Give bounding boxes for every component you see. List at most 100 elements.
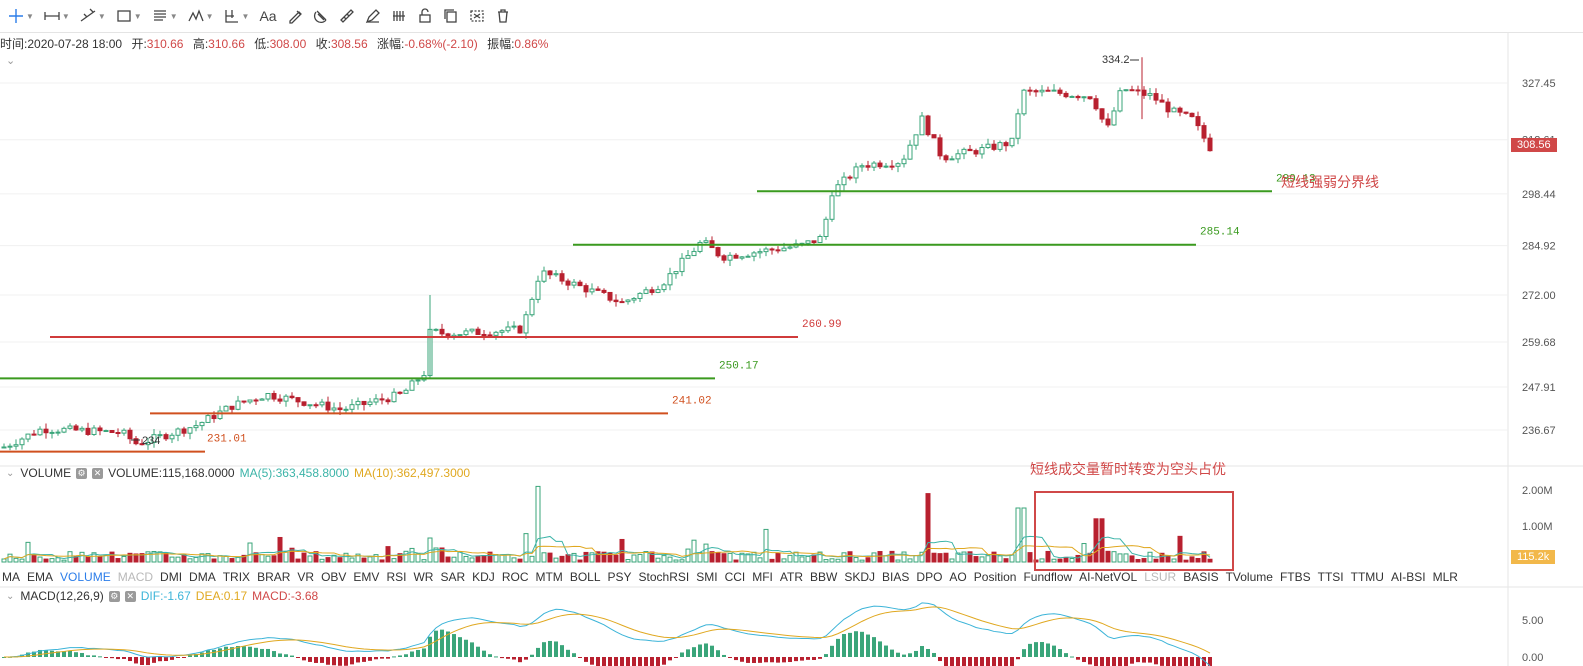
candle-body	[673, 271, 679, 275]
tab-macd[interactable]: MACD	[117, 570, 154, 584]
tab-dmi[interactable]: DMI	[160, 570, 183, 584]
magnet-tool[interactable]	[311, 4, 331, 28]
candle	[1123, 89, 1129, 92]
tab-smi[interactable]: SMI	[696, 570, 718, 584]
volume-bar	[31, 555, 37, 563]
candle-body	[1153, 93, 1159, 101]
tab-ema[interactable]: EMA	[27, 570, 54, 584]
crosshair-tool[interactable]: ▼	[6, 4, 36, 28]
candle-body	[925, 115, 931, 136]
tab-atr[interactable]: ATR	[779, 570, 804, 584]
tab-basis[interactable]: BASIS	[1183, 570, 1219, 584]
trend-line-tool[interactable]: ▼	[78, 4, 108, 28]
volume-bar	[535, 485, 541, 563]
collapse-chevron-icon[interactable]: ⌄	[6, 467, 15, 479]
wave-tool[interactable]: ▼	[186, 4, 216, 28]
tab-ai-bsi[interactable]: AI-BSI	[1390, 570, 1426, 584]
tab-ao[interactable]: AO	[949, 570, 967, 584]
tab-vr[interactable]: VR	[297, 570, 315, 584]
candle-body	[505, 326, 511, 332]
candle-body	[775, 249, 781, 252]
tab-ttmu[interactable]: TTMU	[1350, 570, 1384, 584]
tab-boll[interactable]: BOLL	[569, 570, 601, 584]
candle	[661, 282, 667, 293]
tab-mtm[interactable]: MTM	[535, 570, 563, 584]
tab-dma[interactable]: DMA	[189, 570, 216, 584]
fibonacci-tool[interactable]: ▼	[150, 4, 180, 28]
candle	[565, 278, 571, 291]
macd-histogram-bar	[812, 657, 816, 661]
settings-icon[interactable]: ⚙	[76, 467, 88, 479]
candle	[37, 426, 43, 436]
candle	[1033, 88, 1039, 97]
tab-stochrsi[interactable]: StochRSI	[638, 570, 690, 584]
tab-emv[interactable]: EMV	[353, 570, 380, 584]
trash-tool[interactable]	[493, 4, 513, 28]
brush-tool[interactable]	[285, 4, 305, 28]
close-icon[interactable]: ✕	[124, 590, 136, 602]
candle	[175, 427, 181, 442]
tab-bbw[interactable]: BBW	[810, 570, 838, 584]
tab-brar[interactable]: BRAR	[257, 570, 291, 584]
candle	[7, 443, 13, 451]
tab-volume[interactable]: VOLUME	[60, 570, 111, 584]
lock-tool[interactable]	[415, 4, 435, 28]
tab-roc[interactable]: ROC	[501, 570, 529, 584]
candle-body	[169, 434, 175, 440]
tab-sar[interactable]: SAR	[440, 570, 466, 584]
candle	[895, 162, 901, 173]
candle	[979, 143, 985, 159]
pencil-tool[interactable]	[363, 4, 383, 28]
candle	[763, 246, 769, 257]
tab-trix[interactable]: TRIX	[222, 570, 251, 584]
macd-histogram-bar	[284, 654, 288, 657]
tab-kdj[interactable]: KDJ	[472, 570, 495, 584]
copy-tool[interactable]	[441, 4, 461, 28]
tab-position[interactable]: Position	[973, 570, 1017, 584]
tab-mlr[interactable]: MLR	[1432, 570, 1458, 584]
tab-rsi[interactable]: RSI	[386, 570, 407, 584]
tab-mfi[interactable]: MFI	[752, 570, 773, 584]
candle	[43, 423, 49, 439]
tab-obv[interactable]: OBV	[321, 570, 347, 584]
ruler-tool[interactable]	[337, 4, 357, 28]
tab-ai-netvol[interactable]: AI-NetVOL	[1079, 570, 1138, 584]
text-tool[interactable]: Aa	[257, 4, 278, 28]
candle	[1009, 137, 1015, 148]
tab-bias[interactable]: BIAS	[882, 570, 910, 584]
tab-ma[interactable]: MA	[2, 570, 20, 584]
tab-wr[interactable]: WR	[413, 570, 434, 584]
ruler-icon	[339, 9, 354, 23]
tab-ttsi[interactable]: TTSI	[1317, 570, 1344, 584]
support-resistance-lines[interactable]: 299.13 285.14 260.99 250.17 241.02 231.01	[0, 173, 1316, 453]
hide-tool[interactable]	[467, 4, 487, 28]
volume-bar	[967, 551, 973, 563]
tab-dpo[interactable]: DPO	[916, 570, 943, 584]
volume-bar	[673, 559, 679, 563]
candle-body	[991, 143, 997, 150]
close-icon[interactable]: ✕	[92, 467, 104, 479]
settings-icon[interactable]: ⚙	[108, 590, 120, 602]
candle	[301, 401, 307, 407]
candle	[877, 160, 883, 170]
copy-icon	[443, 9, 457, 23]
horizontal-line-tool[interactable]: ▼	[42, 4, 72, 28]
collapse-chevron-icon[interactable]: ⌄	[6, 590, 15, 602]
tab-skdj[interactable]: SKDJ	[844, 570, 876, 584]
tab-fundflow[interactable]: Fundflow	[1023, 570, 1073, 584]
collapse-chevron-icon[interactable]: ⌄	[6, 55, 16, 67]
tab-tvolume[interactable]: TVolume	[1225, 570, 1273, 584]
volume-bar	[115, 558, 121, 563]
macd-histogram-bar	[572, 653, 576, 657]
rectangle-tool[interactable]: ▼	[114, 4, 144, 28]
tab-ftbs[interactable]: FTBS	[1279, 570, 1311, 584]
tab-cci[interactable]: CCI	[724, 570, 746, 584]
hash-tool[interactable]	[389, 4, 409, 28]
tab-lsur[interactable]: LSUR	[1144, 570, 1177, 584]
macd-histogram-bar	[914, 650, 918, 657]
tab-psy[interactable]: PSY	[607, 570, 632, 584]
measure-tool[interactable]: ▼	[222, 4, 252, 28]
candle-body	[379, 398, 385, 401]
candle-body	[907, 144, 913, 160]
